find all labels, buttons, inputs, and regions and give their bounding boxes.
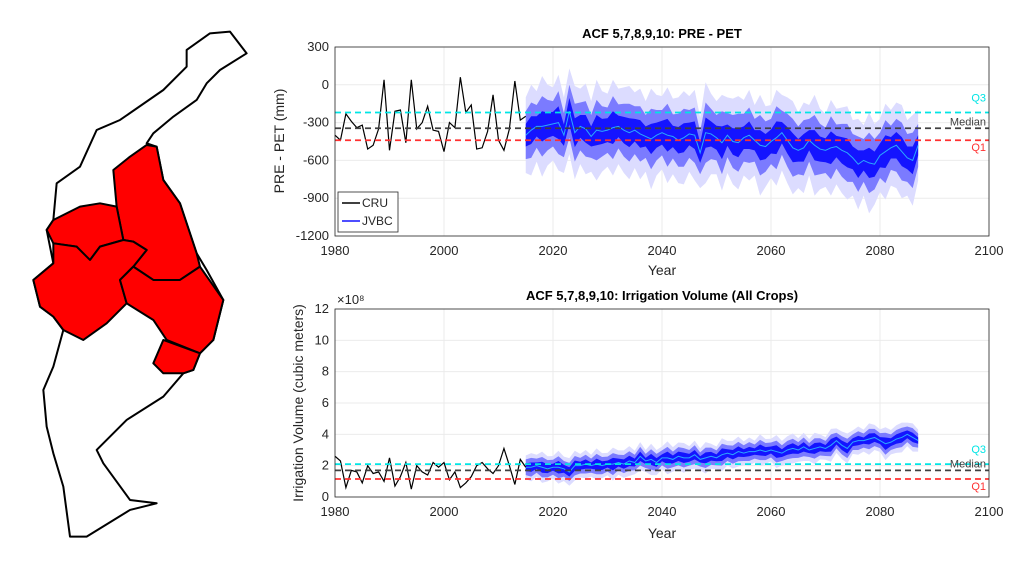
axes-box (334, 46, 990, 237)
jvbc-median-line (525, 111, 919, 165)
pre-pet-chart: ACF 5,7,8,9,10: PRE - PET Year PRE - PET… (271, 26, 1003, 278)
x-tick-label: 2060 (757, 504, 786, 519)
x-tick-label: 2020 (539, 243, 568, 258)
chart-title: ACF 5,7,8,9,10: PRE - PET (582, 26, 742, 41)
legend-label-cru: CRU (362, 196, 388, 210)
x-tick-label: 2000 (430, 504, 459, 519)
legend-box (337, 191, 399, 233)
jvbc-median-line (525, 433, 919, 473)
inner-uncertainty-band (525, 430, 919, 477)
y-tick-label: -900 (303, 190, 329, 205)
x-tick-label: 2020 (539, 504, 568, 519)
reference-label-median: Median (950, 116, 986, 128)
y-tick-label: 10 (315, 332, 329, 347)
y-tick-label: 300 (307, 39, 329, 54)
legend: CRU JVBC (337, 191, 399, 233)
x-tick-label: 2080 (866, 243, 895, 258)
subbasin-south (152, 338, 201, 375)
irrigation-volume-chart: ACF 5,7,8,9,10: Irrigation Volume (All C… (290, 288, 1003, 541)
reference-label-q1: Q1 (971, 481, 986, 493)
x-tick-label: 1980 (321, 243, 350, 258)
x-tick-label: 2100 (975, 504, 1004, 519)
axes-box (334, 308, 990, 498)
reference-label-q3: Q3 (971, 444, 986, 456)
y-tick-label: -600 (303, 152, 329, 167)
y-tick-label: 12 (315, 301, 329, 316)
chart-title: ACF 5,7,8,9,10: Irrigation Volume (All C… (526, 288, 798, 303)
x-axis-label: Year (648, 525, 677, 541)
reference-label-q3: Q3 (971, 93, 986, 105)
y-axis-label: PRE - PET (mm) (271, 89, 287, 194)
x-tick-label: 2080 (866, 504, 895, 519)
x-tick-label: 2100 (975, 243, 1004, 258)
x-tick-label: 2000 (430, 243, 459, 258)
cru-line (334, 446, 527, 490)
y-tick-label: 8 (322, 364, 329, 379)
y-scale-exponent: ×10⁸ (337, 292, 365, 307)
y-tick-label: 4 (322, 426, 329, 441)
y-tick-label: 6 (322, 395, 329, 410)
basin-map (32, 30, 248, 538)
subbasin-east (118, 265, 225, 355)
legend-label-jvbc: JVBC (362, 214, 393, 228)
y-tick-label: -300 (303, 115, 329, 130)
y-axis-label: Irrigation Volume (cubic meters) (290, 304, 306, 502)
y-tick-label: -1200 (296, 228, 329, 243)
x-axis-label: Year (648, 262, 677, 278)
x-tick-label: 2060 (757, 243, 786, 258)
cru-line (334, 77, 527, 152)
y-tick-label: 0 (322, 489, 329, 504)
y-tick-label: 2 (322, 458, 329, 473)
x-tick-label: 1980 (321, 504, 350, 519)
y-tick-label: 0 (322, 77, 329, 92)
x-tick-label: 2040 (648, 504, 677, 519)
reference-label-median: Median (950, 458, 986, 470)
inner-uncertainty-band (525, 98, 919, 179)
x-tick-label: 2040 (648, 243, 677, 258)
reference-label-q1: Q1 (971, 142, 986, 154)
